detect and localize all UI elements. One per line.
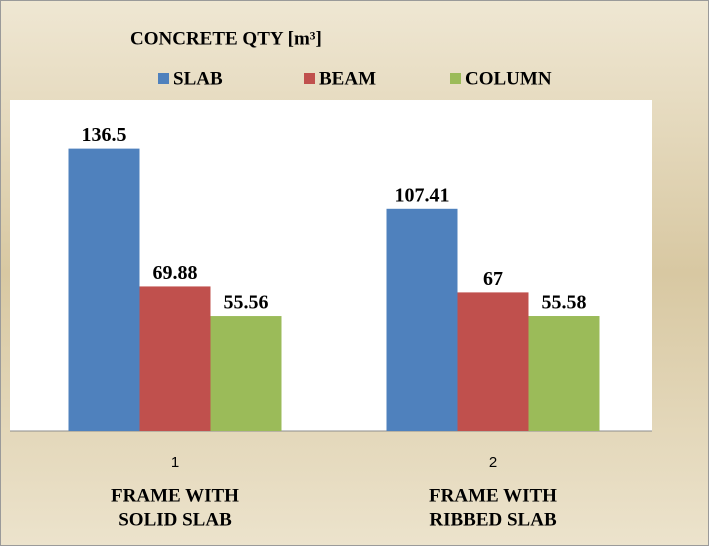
bar xyxy=(457,292,529,431)
legend-label: SLAB xyxy=(173,68,223,89)
category-annotation: SOLID SLAB xyxy=(118,509,232,530)
data-label: 107.41 xyxy=(395,184,450,206)
legend-label: COLUMN xyxy=(465,68,552,89)
data-label: 69.88 xyxy=(153,262,198,284)
legend-swatch xyxy=(450,73,461,84)
category-annotation: FRAME WITH xyxy=(111,485,239,506)
category-annotation: FRAME WITH xyxy=(429,485,557,506)
category-annotation: RIBBED SLAB xyxy=(429,509,557,530)
x-tick-label: 2 xyxy=(489,454,497,471)
bar xyxy=(68,148,140,431)
legend-label: BEAM xyxy=(319,68,376,89)
data-label: 55.58 xyxy=(542,292,587,314)
x-tick-label: 1 xyxy=(171,454,179,471)
data-label: 136.5 xyxy=(82,124,127,146)
data-label: 67 xyxy=(483,268,503,290)
bar xyxy=(139,286,211,431)
legend-swatch xyxy=(158,73,169,84)
chart-title: CONCRETE QTY [m³] xyxy=(130,28,322,49)
bar xyxy=(386,208,458,431)
bar xyxy=(528,316,600,431)
legend-swatch xyxy=(304,73,315,84)
bar xyxy=(210,316,282,431)
data-label: 55.56 xyxy=(224,292,269,314)
